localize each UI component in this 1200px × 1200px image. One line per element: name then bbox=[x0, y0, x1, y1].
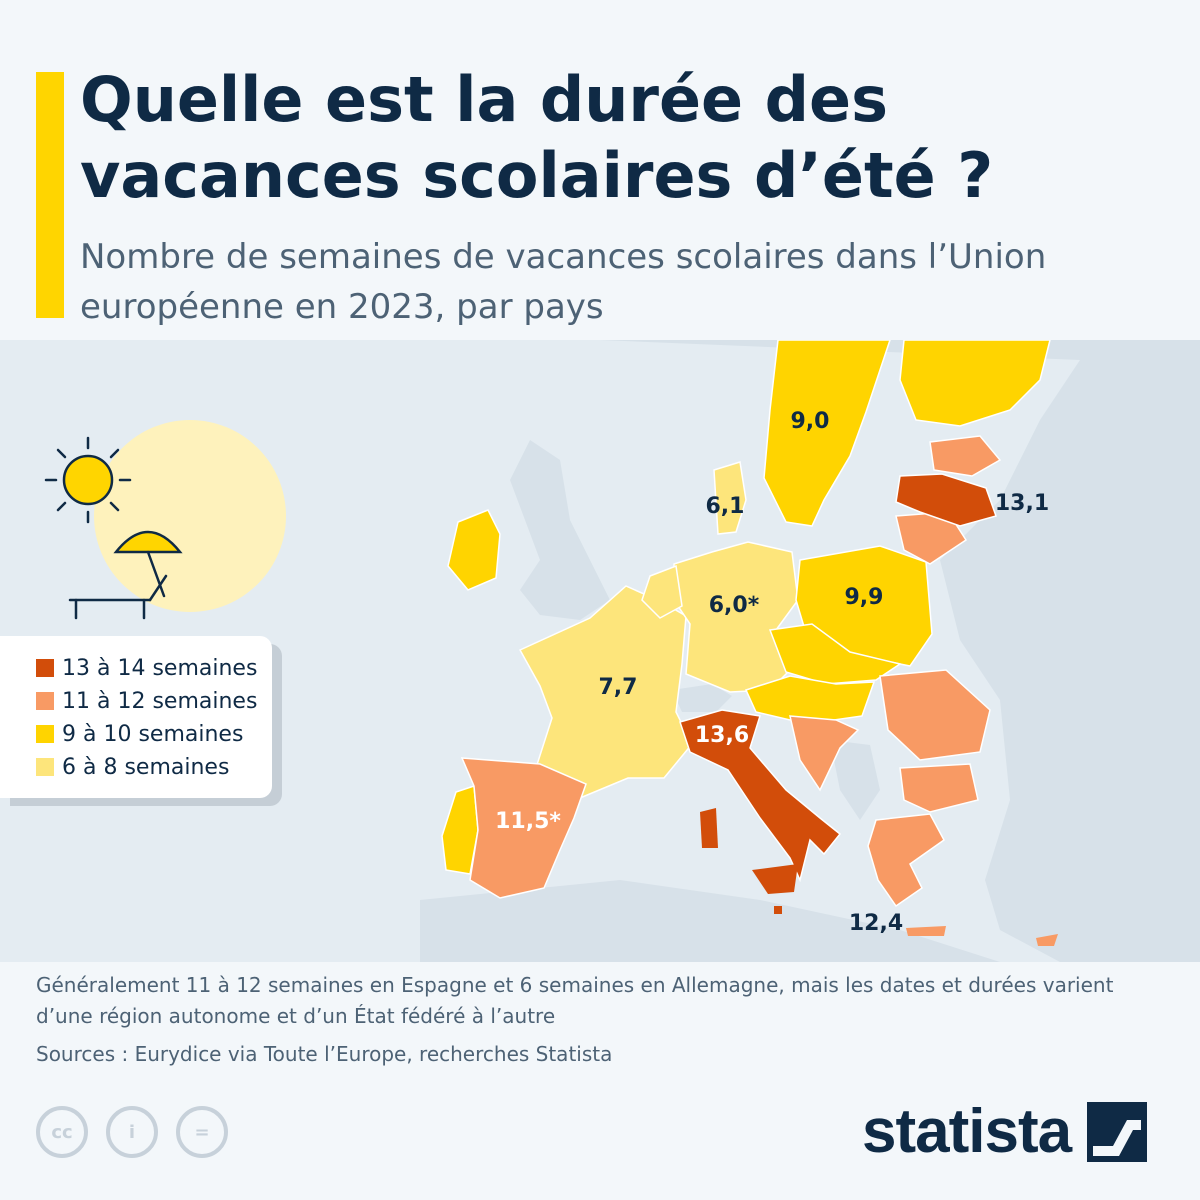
legend-label: 13 à 14 semaines bbox=[62, 655, 258, 681]
map-country-spain bbox=[460, 757, 587, 899]
parasol-icon bbox=[113, 530, 183, 598]
statista-mark-icon bbox=[1087, 1101, 1148, 1162]
map-country-cyprus bbox=[1036, 934, 1058, 946]
legend-item-9-10: 9 à 10 semaines bbox=[36, 720, 243, 748]
map-country-latvia bbox=[895, 473, 997, 527]
map-legend: 13 à 14 semaines 11 à 12 semaines 9 à 10… bbox=[0, 636, 272, 798]
map-country-sicily bbox=[752, 864, 798, 894]
legend-swatch bbox=[36, 692, 54, 710]
map-country-crete bbox=[906, 926, 946, 936]
value-label-sweden: 9,0 bbox=[791, 409, 830, 434]
value-label-latvia: 13,1 bbox=[995, 491, 1049, 516]
no-derivatives-glyph: = bbox=[194, 1121, 210, 1143]
non-eu-land-switzerland bbox=[672, 684, 732, 712]
value-label-italy: 13,6 bbox=[695, 723, 749, 748]
legend-swatch bbox=[36, 758, 54, 776]
deckchair-icon bbox=[68, 574, 168, 620]
map-country-poland bbox=[795, 545, 933, 667]
brand-wordmark: statista bbox=[862, 1097, 1072, 1166]
map-country-benelux bbox=[641, 564, 683, 619]
value-label-spain: 11,5* bbox=[495, 809, 561, 834]
legend-item-13-14: 13 à 14 semaines bbox=[36, 654, 257, 682]
map-country-czechia-slovakia bbox=[768, 623, 902, 685]
value-label-germany: 6,0* bbox=[709, 593, 760, 618]
map-country-austria-hungary bbox=[744, 675, 876, 723]
non-eu-land-uk bbox=[510, 440, 610, 620]
non-eu-land-africa bbox=[420, 880, 1000, 962]
map-country-croatia-slovenia bbox=[789, 715, 860, 792]
sun-icon bbox=[44, 436, 132, 524]
sun-glow bbox=[94, 420, 286, 612]
statista-logo[interactable]: statista bbox=[862, 1096, 1148, 1167]
europe-map-svg: 9,0 6,1 13,1 6,0* 9,9 7,7 13,6 11,5* 12,… bbox=[420, 340, 1200, 962]
title-accent-bar bbox=[36, 72, 64, 318]
page-subtitle: Nombre de semaines de vacances scolaires… bbox=[80, 237, 1047, 327]
europe-map: 9,0 6,1 13,1 6,0* 9,9 7,7 13,6 11,5* 12,… bbox=[0, 340, 1200, 962]
value-label-france: 7,7 bbox=[599, 675, 638, 700]
cc-glyph: cc bbox=[51, 1121, 73, 1143]
legend-label: 9 à 10 semaines bbox=[62, 721, 244, 747]
attribution-icon[interactable]: i bbox=[106, 1106, 158, 1158]
map-country-ireland bbox=[447, 509, 501, 591]
map-country-denmark bbox=[713, 461, 747, 535]
map-country-finland bbox=[899, 340, 1051, 427]
map-country-estonia bbox=[929, 435, 1002, 477]
non-eu-land-balkans bbox=[830, 740, 880, 820]
legend-swatch bbox=[36, 725, 54, 743]
legend-swatch bbox=[36, 659, 54, 677]
map-country-sweden bbox=[763, 340, 891, 527]
map-country-sardinia bbox=[700, 808, 718, 848]
value-label-poland: 9,9 bbox=[845, 585, 884, 610]
legend-item-6-8: 6 à 8 semaines bbox=[36, 753, 229, 781]
map-country-malta bbox=[774, 906, 782, 914]
no-derivatives-icon[interactable]: = bbox=[176, 1106, 228, 1158]
map-country-greece bbox=[867, 813, 945, 908]
non-eu-land-north bbox=[600, 340, 1200, 962]
map-country-romania bbox=[879, 669, 991, 761]
value-label-greece: 12,4 bbox=[849, 911, 903, 936]
map-country-italy bbox=[679, 709, 842, 883]
map-country-bulgaria bbox=[899, 763, 979, 813]
cc-icon[interactable]: cc bbox=[36, 1106, 88, 1158]
page-title: Quelle est la durée des vacances scolair… bbox=[80, 63, 994, 212]
attribution-glyph: i bbox=[128, 1121, 136, 1143]
legend-label: 11 à 12 semaines bbox=[62, 688, 258, 714]
sources-line: Sources : Eurydice via Toute l’Europe, r… bbox=[36, 1042, 613, 1066]
legend-item-11-12: 11 à 12 semaines bbox=[36, 687, 257, 715]
license-icons: cc i = bbox=[36, 1106, 228, 1158]
footnote: Généralement 11 à 12 semaines en Espagne… bbox=[36, 973, 1114, 1028]
beach-illustration bbox=[44, 420, 286, 620]
legend-label: 6 à 8 semaines bbox=[62, 754, 230, 780]
value-label-denmark: 6,1 bbox=[706, 494, 745, 519]
